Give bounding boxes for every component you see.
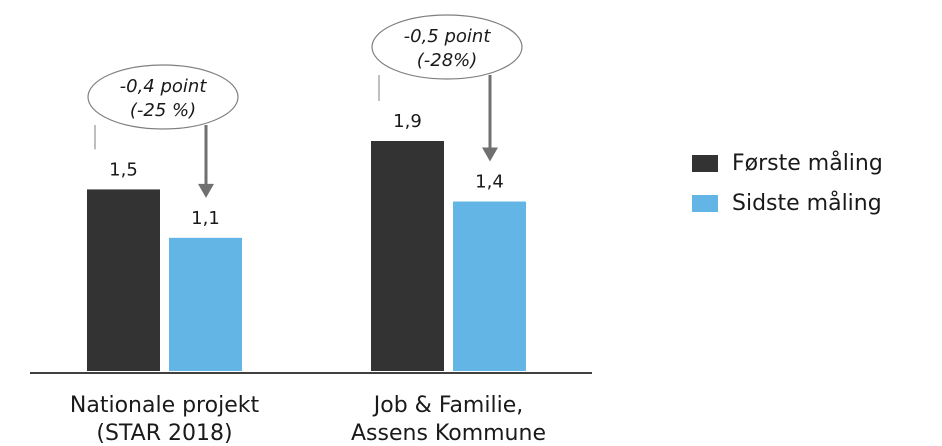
- annotation-text: (-25 %): [130, 100, 196, 121]
- annotation-text: -0,4 point: [120, 76, 208, 97]
- bar-last-0: [169, 237, 242, 371]
- legend-label-first: Første måling: [732, 150, 883, 176]
- category-label: (STAR 2018): [96, 421, 232, 446]
- category-label: Nationale projekt: [70, 393, 260, 418]
- annotation-bubble: [371, 14, 523, 80]
- annotation-text: (-28%): [417, 50, 478, 71]
- legend-swatch-last: [692, 194, 718, 212]
- legend-item-last: Sidste måling: [692, 190, 883, 216]
- annotation-arrow-head: [198, 183, 214, 198]
- annotation-text: -0,5 point: [404, 26, 492, 47]
- legend-label-last: Sidste måling: [732, 190, 882, 216]
- category-label: Job & Familie,: [372, 393, 523, 418]
- data-label: 1,9: [393, 111, 422, 132]
- legend: Første måling Sidste måling: [692, 150, 883, 230]
- bar-first-0: [87, 189, 160, 371]
- legend-swatch-first: [692, 154, 718, 172]
- data-label: 1,1: [191, 208, 220, 229]
- bar-first-1: [371, 141, 444, 371]
- annotation-arrow-head: [482, 147, 498, 162]
- bar-last-1: [453, 201, 526, 371]
- legend-item-first: Første måling: [692, 150, 883, 176]
- data-label: 1,5: [109, 159, 138, 180]
- data-label: 1,4: [475, 172, 504, 193]
- category-label: Assens Kommune: [351, 421, 546, 446]
- annotation-bubble: [87, 64, 239, 130]
